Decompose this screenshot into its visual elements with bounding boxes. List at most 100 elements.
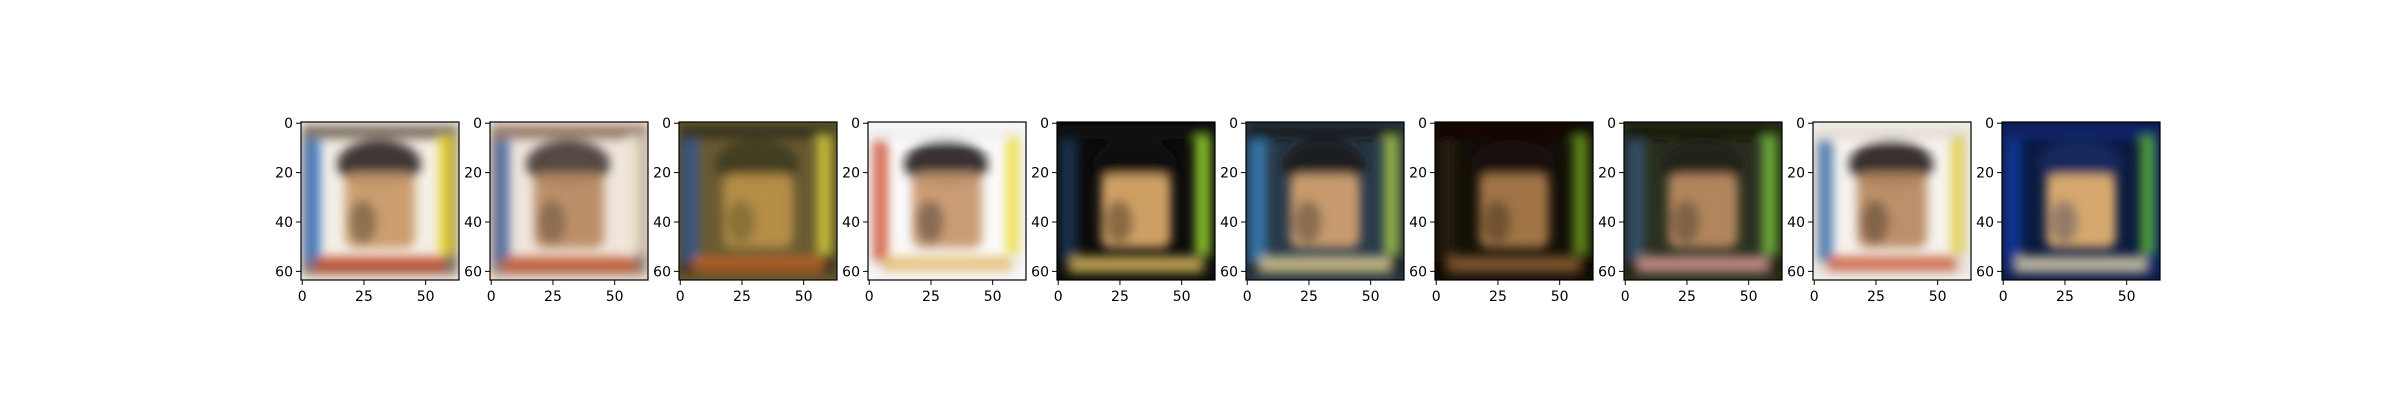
x-tick-label: 50 xyxy=(606,289,624,305)
x-tick-label: 0 xyxy=(298,289,307,305)
y-tick-label: 40 xyxy=(464,215,482,231)
y-tick-label: 60 xyxy=(1220,264,1238,280)
x-tick-label: 50 xyxy=(1173,289,1191,305)
generated-image xyxy=(1624,122,1782,280)
y-tick-label: 0 xyxy=(1229,116,1238,132)
y-tick-label: 0 xyxy=(1796,116,1805,132)
y-tick-label: 0 xyxy=(1418,116,1427,132)
x-tick-label: 0 xyxy=(1621,289,1630,305)
x-tick-label: 25 xyxy=(355,289,373,305)
x-tick-label: 25 xyxy=(2056,289,2074,305)
generated-image xyxy=(868,122,1026,280)
y-tick-label: 0 xyxy=(1985,116,1994,132)
x-tick-label: 0 xyxy=(1810,289,1819,305)
image-panel: 0 25 50 0 20 40 60 xyxy=(1031,116,1216,305)
image-panel: 0 25 50 0 20 40 60 xyxy=(842,116,1027,305)
generated-image xyxy=(1057,122,1215,280)
x-tick-label: 25 xyxy=(1489,289,1507,305)
axes-frame xyxy=(1434,121,1594,281)
x-tick-label: 25 xyxy=(922,289,940,305)
image-panel: 0 25 50 0 20 40 60 xyxy=(1976,116,2161,305)
axes-frame xyxy=(300,121,460,281)
y-tick-label: 60 xyxy=(1976,264,1994,280)
y-tick-label: 40 xyxy=(1409,215,1427,231)
y-tick-label: 60 xyxy=(275,264,293,280)
axes-frame xyxy=(489,121,649,281)
y-tick-label: 40 xyxy=(1598,215,1616,231)
generated-image xyxy=(301,122,459,280)
y-tick-label: 40 xyxy=(275,215,293,231)
y-tick-label: 40 xyxy=(1220,215,1238,231)
y-tick-label: 20 xyxy=(1598,166,1616,182)
y-tick-label: 60 xyxy=(653,264,671,280)
x-tick-label: 25 xyxy=(1867,289,1885,305)
x-tick-label: 50 xyxy=(1362,289,1380,305)
y-tick-label: 0 xyxy=(1040,116,1049,132)
axes-frame xyxy=(2001,121,2161,281)
x-tick-label: 0 xyxy=(1054,289,1063,305)
generated-image xyxy=(490,122,648,280)
y-tick-label: 60 xyxy=(464,264,482,280)
y-tick-label: 0 xyxy=(1607,116,1616,132)
y-tick-label: 60 xyxy=(1031,264,1049,280)
generated-image xyxy=(1435,122,1593,280)
axes-frame xyxy=(1623,121,1783,281)
x-tick-label: 50 xyxy=(417,289,435,305)
x-tick-label: 50 xyxy=(1929,289,1947,305)
y-tick-label: 40 xyxy=(1976,215,1994,231)
y-tick-label: 20 xyxy=(842,166,860,182)
y-tick-label: 20 xyxy=(1976,166,1994,182)
y-tick-label: 0 xyxy=(284,116,293,132)
y-tick-label: 40 xyxy=(842,215,860,231)
y-tick-label: 20 xyxy=(464,166,482,182)
x-tick-label: 0 xyxy=(676,289,685,305)
x-tick-label: 50 xyxy=(2118,289,2136,305)
x-tick-label: 0 xyxy=(1999,289,2008,305)
y-tick-label: 40 xyxy=(1787,215,1805,231)
y-tick-label: 20 xyxy=(1220,166,1238,182)
axes-frame xyxy=(1056,121,1216,281)
x-tick-label: 25 xyxy=(544,289,562,305)
y-tick-label: 20 xyxy=(1787,166,1805,182)
generated-image xyxy=(679,122,837,280)
y-tick-label: 60 xyxy=(1787,264,1805,280)
axes-frame xyxy=(1245,121,1405,281)
y-tick-label: 20 xyxy=(653,166,671,182)
image-panel: 0 25 50 0 20 40 60 xyxy=(1409,116,1594,305)
y-tick-label: 0 xyxy=(662,116,671,132)
x-tick-label: 0 xyxy=(1243,289,1252,305)
axes-frame xyxy=(678,121,838,281)
generated-image xyxy=(1246,122,1404,280)
image-panel: 0 25 50 0 20 40 60 xyxy=(1598,116,1783,305)
y-tick-label: 40 xyxy=(1031,215,1049,231)
generated-image xyxy=(1813,122,1971,280)
image-panel: 0 25 50 0 20 40 60 xyxy=(1220,116,1405,305)
panels: 0 25 50 0 20 40 60 0 25 50 0 20 40 60 0 25 50 0 20 40 60 0 25 5… xyxy=(275,116,2161,305)
y-tick-label: 20 xyxy=(1409,166,1427,182)
y-tick-label: 20 xyxy=(275,166,293,182)
image-panel: 0 25 50 0 20 40 60 xyxy=(464,116,649,305)
y-tick-label: 40 xyxy=(653,215,671,231)
y-tick-label: 20 xyxy=(1031,166,1049,182)
axes-frame xyxy=(867,121,1027,281)
x-tick-label: 0 xyxy=(487,289,496,305)
x-tick-label: 25 xyxy=(1678,289,1696,305)
generated-image xyxy=(2002,122,2160,280)
x-tick-label: 50 xyxy=(984,289,1002,305)
image-panel: 0 25 50 0 20 40 60 xyxy=(1787,116,1972,305)
x-tick-label: 50 xyxy=(1551,289,1569,305)
x-tick-label: 0 xyxy=(865,289,874,305)
y-tick-label: 60 xyxy=(1409,264,1427,280)
image-panel: 0 25 50 0 20 40 60 xyxy=(275,116,460,305)
y-tick-label: 60 xyxy=(1598,264,1616,280)
x-tick-label: 50 xyxy=(1740,289,1758,305)
axes-frame xyxy=(1812,121,1972,281)
x-tick-label: 25 xyxy=(733,289,751,305)
x-tick-label: 0 xyxy=(1432,289,1441,305)
image-panel: 0 25 50 0 20 40 60 xyxy=(653,116,838,305)
x-tick-label: 50 xyxy=(795,289,813,305)
y-tick-label: 60 xyxy=(842,264,860,280)
x-tick-label: 25 xyxy=(1111,289,1129,305)
x-tick-label: 25 xyxy=(1300,289,1318,305)
